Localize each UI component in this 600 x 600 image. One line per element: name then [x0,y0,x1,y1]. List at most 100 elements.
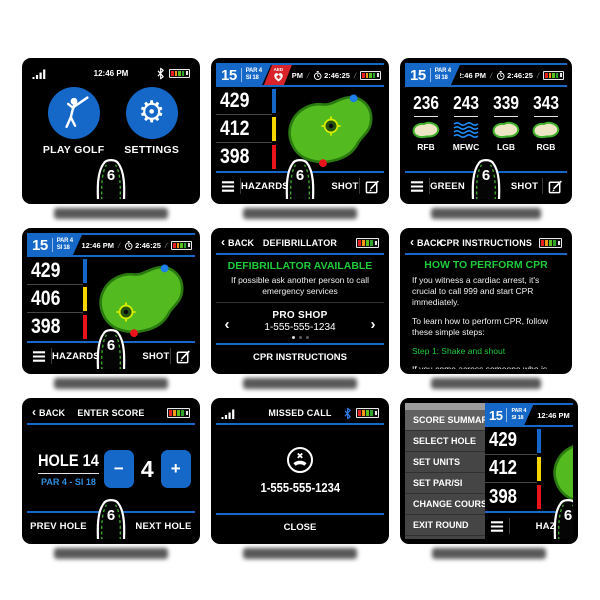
device-screen-defibrillator: ‹ BACK DEFIBRILLATOR DEFIBRILLATOR AVAIL… [211,228,389,374]
prev-hole-button[interactable]: PREV HOLE [30,520,87,532]
distance-column: 429 406 398 [27,257,83,341]
battery-icon [166,407,190,419]
badge-number: 6 [106,507,116,524]
cpr-instructions-button[interactable]: CPR INSTRUCTIONS [216,343,384,369]
caller-number: 1-555-555-1234 [260,479,340,495]
badge-number: 6 [563,507,573,524]
back-chevron-icon: ‹ [410,235,414,249]
edit-button[interactable] [543,173,567,199]
bunker-icon [412,121,440,139]
front-marker-dot [130,329,138,338]
header: ‹ BACK CPR INSTRUCTIONS [405,233,567,255]
stopwatch-icon [497,70,505,80]
middle-distance: 406 [31,286,61,310]
menu-item-change-course[interactable]: CHANGE COURSE [405,494,485,515]
hole-number-box: 15 PAR 4 SI 18 [27,235,82,255]
brand-hole-badge: 6 [91,155,131,199]
green-outline [288,94,373,168]
hole-label: HOLE 14 [37,451,99,474]
distance-column: 429 412 398 [485,427,537,511]
clock-time: 12:46 PM [93,68,129,78]
hamburger-icon [32,350,46,362]
play-golf-label: PLAY GOLF [42,144,105,156]
cpr-step: Step 1: Shake and shout [412,346,506,357]
pushed-hole-view: 15 PAR 4 SI 18 12:46 PM 429 412 398 [485,403,573,539]
menu-item-set-par-si[interactable]: SET PAR/SI [405,473,485,494]
front-marker-dot [319,159,327,168]
stat-rgb: 343 RGB [527,93,565,171]
carousel-item: PRO SHOP 1-555-555-1234 [238,310,362,339]
shot-button[interactable]: SHOT [142,350,170,362]
aed-alert-button[interactable]: AED [264,65,292,85]
stat-lgb: 339 LGB [487,93,525,171]
signal-icon [221,409,235,419]
back-button[interactable]: ‹ BACK [32,405,65,419]
menu-item-score-summary[interactable]: SCORE SUMMARY [405,410,485,431]
missed-call-icon [287,446,313,473]
shot-button[interactable]: SHOT [510,180,539,192]
golfer-icon [65,96,89,129]
menu-item-set-units[interactable]: SET UNITS [405,452,485,473]
back-button[interactable]: ‹ BACK [221,235,254,249]
gear-icon: ⚙ [138,95,166,130]
edit-icon [365,179,379,193]
carousel-next-button[interactable]: › [370,315,376,333]
edit-icon [548,179,562,193]
decrease-score-button[interactable]: − [103,450,134,488]
clock-time: 12:46 PM [537,410,570,420]
bluetooth-icon [344,407,351,419]
menu-button[interactable] [485,513,509,539]
front-distance: 429 [220,88,250,112]
location-phone: 1-555-555-1234 [264,321,336,333]
back-button[interactable]: ‹ BACK [410,235,443,249]
battery-icon [538,237,562,249]
cpr-paragraph: If you come across someone who is [412,364,560,369]
edit-button[interactable] [171,343,195,369]
par-si: PAR 4 SI 18 [245,67,262,81]
next-hole-button[interactable]: NEXT HOLE [135,520,192,532]
menu-top-cap [405,403,485,410]
battery-icon [355,237,379,249]
par-si-label: PAR 4 - SI 18 [41,477,96,487]
front-distance: 429 [489,429,518,451]
shot-button[interactable]: SHOT [331,180,359,192]
edit-icon [176,349,190,363]
cpr-content[interactable]: HOW TO PERFORM CPR If you witness a card… [405,255,567,369]
aed-label: AED [273,66,284,72]
increase-score-button[interactable]: + [160,450,191,488]
badge-number: 6 [106,337,116,354]
stat-value: 339 [493,93,519,113]
hole-header: 15 PAR 4SI 18 AED 12:46 PM / 2:46:25 / [216,63,384,87]
play-golf-button[interactable]: PLAY GOLF [43,87,105,156]
carousel-prev-button[interactable]: ‹ [224,315,230,333]
stopwatch-icon [125,240,133,250]
hazards-button[interactable]: HAZARDS [241,180,289,192]
green-button[interactable]: GREEN [430,180,465,192]
distance-color-bars [537,427,543,511]
brand-hole-badge: 6 [466,155,506,199]
edit-button[interactable] [360,173,384,199]
menu-button[interactable] [27,343,51,369]
target-crosshair-icon[interactable] [320,115,342,137]
menu-button[interactable] [216,173,240,199]
cpr-paragraph: If you witness a cardiac arrest, it's cr… [412,275,540,308]
close-button[interactable]: CLOSE [216,513,384,539]
hamburger-icon [410,180,424,192]
hole-header: 15 PAR 4SI 18 12:46 PM / 2:46:25 / [405,63,567,87]
brand-hole-badge: 6 [280,155,320,199]
target-crosshair-icon[interactable] [115,301,137,323]
menu-item-exit-round[interactable]: EXIT ROUND [405,515,485,536]
stat-mfwc: 243 MFWC [447,93,485,171]
back-distance: 398 [489,485,518,508]
menu-item-select-hole[interactable]: SELECT HOLE [405,431,485,452]
device-screen-hole-aed: 15 PAR 4SI 18 AED 12:46 PM / 2:46:25 / [211,58,389,204]
stat-label: LGB [497,142,515,152]
green-map[interactable] [278,87,384,171]
green-map[interactable] [89,257,195,341]
hazards-button[interactable]: HAZARDS [52,350,100,362]
device-screen-missed-call: MISSED CALL 1-555-555-1234 CLOSE [211,398,389,544]
settings-button[interactable]: ⚙ SETTINGS [124,87,179,156]
battery-icon [169,68,190,78]
brand-hole-badge: 6 [91,325,131,369]
menu-button[interactable] [405,173,429,199]
